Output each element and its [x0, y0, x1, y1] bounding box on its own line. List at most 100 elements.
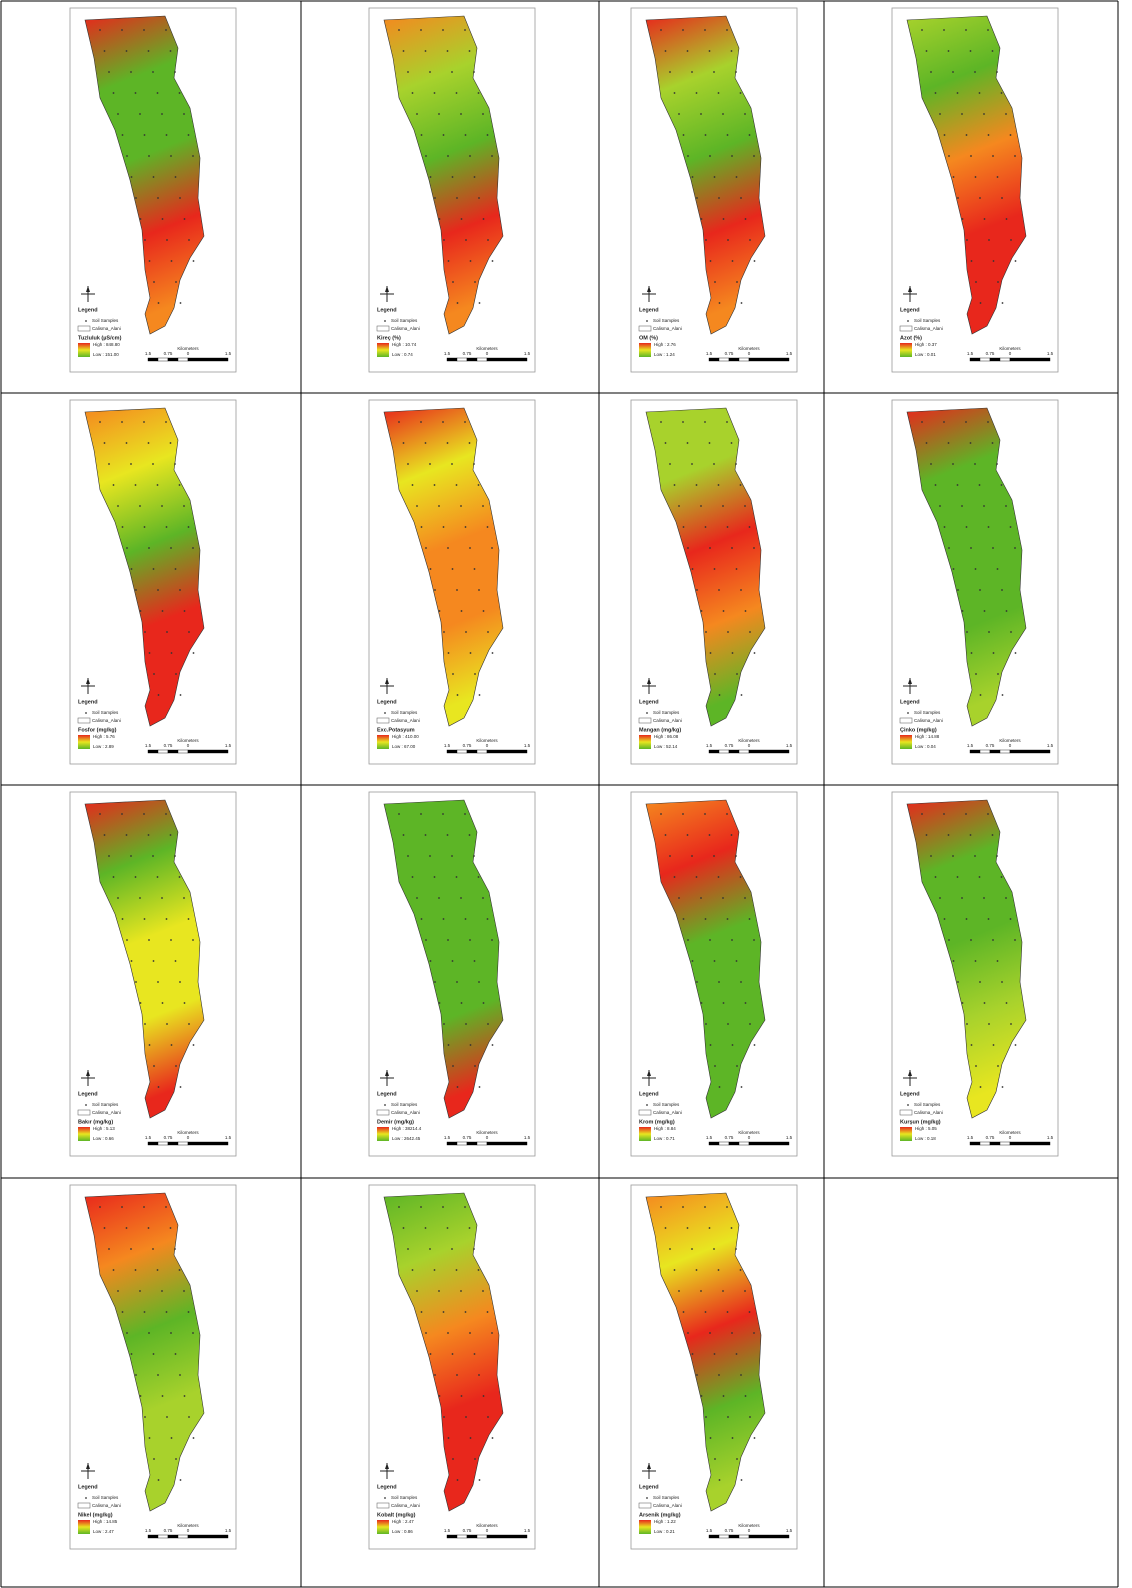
- soil-sample: [162, 218, 164, 220]
- soil-sample: [993, 1044, 995, 1046]
- soil-sample: [420, 29, 422, 31]
- soil-sample: [714, 673, 716, 675]
- soil-sample: [983, 113, 985, 115]
- scale-label: 1.5: [786, 1528, 793, 1533]
- soil-sample: [174, 1248, 176, 1250]
- scale-label: 1.5: [524, 1528, 531, 1533]
- soil-sample: [452, 1353, 454, 1355]
- soil-sample: [170, 50, 172, 52]
- scale-label: 0.75: [463, 1135, 472, 1140]
- soil-sample: [997, 673, 999, 675]
- soil-sample: [180, 302, 182, 304]
- soil-sample: [714, 176, 716, 178]
- soil-sample: [665, 834, 667, 836]
- soil-sample: [157, 484, 159, 486]
- scale-segment: [178, 1142, 188, 1145]
- soil-sample: [705, 918, 707, 920]
- soil-sample: [193, 1044, 195, 1046]
- soil-sample: [425, 442, 427, 444]
- soil-sample: [727, 918, 729, 920]
- soil-sample: [131, 960, 133, 962]
- soil-sample: [157, 876, 159, 878]
- soil-sample: [425, 50, 427, 52]
- soil-sample: [469, 442, 471, 444]
- soil-sample: [188, 526, 190, 528]
- map-panel: LegendSoil SamplesCalisma_AlaniKireç (%)…: [369, 8, 535, 372]
- soil-sample: [714, 960, 716, 962]
- legend-area-symbol: [78, 326, 90, 331]
- legend-sample-symbol: [646, 712, 648, 714]
- soil-sample: [710, 1044, 712, 1046]
- soil-sample: [992, 442, 994, 444]
- soil-sample: [170, 1227, 172, 1229]
- scale-label: 1.5: [786, 743, 793, 748]
- soil-sample: [696, 484, 698, 486]
- soil-sample: [487, 1023, 489, 1025]
- soil-sample: [161, 897, 163, 899]
- soil-sample: [179, 589, 181, 591]
- soil-sample: [403, 834, 405, 836]
- legend-area: Calisma_Alani: [92, 1503, 121, 1508]
- soil-sample: [997, 176, 999, 178]
- soil-sample: [988, 526, 990, 528]
- soil-sample: [984, 218, 986, 220]
- soil-sample: [1014, 939, 1016, 941]
- scale-segment: [168, 358, 178, 361]
- soil-sample: [483, 1395, 485, 1397]
- soil-sample: [464, 1206, 466, 1208]
- soil-sample: [130, 1248, 132, 1250]
- soil-sample: [736, 281, 738, 283]
- soil-sample: [135, 589, 137, 591]
- soil-sample: [714, 1353, 716, 1355]
- soil-sample: [678, 113, 680, 115]
- parameter-title: OM (%): [639, 335, 658, 341]
- soil-sample: [122, 1311, 124, 1313]
- parameter-title: Nikel (mg/kg): [78, 1512, 113, 1518]
- soil-sample: [113, 484, 115, 486]
- soil-sample: [170, 834, 172, 836]
- scale-label: 0.75: [986, 351, 995, 356]
- soil-sample: [104, 50, 106, 52]
- legend-low: Low : 2.89: [93, 744, 114, 749]
- soil-sample: [473, 855, 475, 857]
- soil-sample: [479, 302, 481, 304]
- soil-sample: [736, 568, 738, 570]
- soil-sample: [709, 834, 711, 836]
- soil-sample: [741, 694, 743, 696]
- soil-sample: [469, 155, 471, 157]
- soil-sample: [1005, 113, 1007, 115]
- soil-sample: [144, 1311, 146, 1313]
- soil-sample: [478, 876, 480, 878]
- soil-sample: [993, 260, 995, 262]
- soil-sample: [416, 113, 418, 115]
- scale-label: 1.5: [524, 1135, 531, 1140]
- soil-sample: [135, 981, 137, 983]
- soil-sample: [987, 421, 989, 423]
- legend-sample-symbol: [646, 320, 648, 322]
- soil-sample: [492, 260, 494, 262]
- soil-sample: [148, 1227, 150, 1229]
- soil-sample: [443, 239, 445, 241]
- soil-sample: [469, 939, 471, 941]
- scale-segment: [148, 358, 158, 361]
- soil-sample: [957, 981, 959, 983]
- legend-title: Legend: [377, 1484, 397, 1490]
- soil-sample: [740, 589, 742, 591]
- soil-sample: [1014, 155, 1016, 157]
- soil-sample: [740, 197, 742, 199]
- scale-segment: [1010, 1142, 1050, 1145]
- soil-sample: [727, 134, 729, 136]
- soil-sample: [170, 939, 172, 941]
- soil-sample: [754, 652, 756, 654]
- legend-sample-symbol: [384, 320, 386, 322]
- soil-sample: [165, 1206, 167, 1208]
- soil-sample: [429, 855, 431, 857]
- soil-sample: [188, 631, 190, 633]
- soil-sample: [149, 1437, 151, 1439]
- soil-sample: [170, 155, 172, 157]
- soil-sample: [704, 29, 706, 31]
- soil-sample: [705, 1311, 707, 1313]
- soil-sample: [126, 155, 128, 157]
- scale-label: 1.5: [1047, 743, 1054, 748]
- soil-sample: [148, 50, 150, 52]
